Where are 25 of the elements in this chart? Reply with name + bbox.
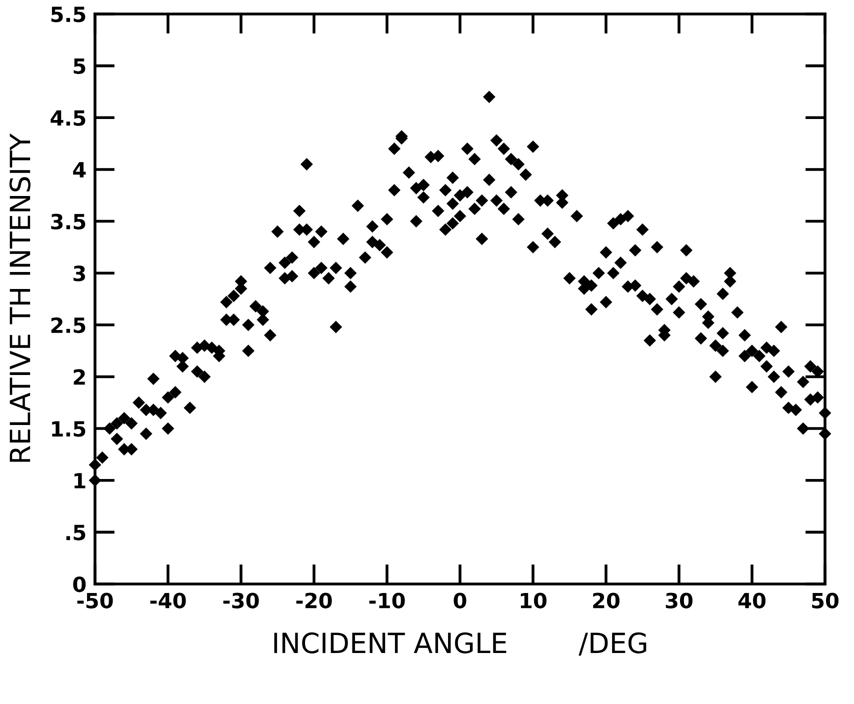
y-tick-label: .5 [66, 524, 86, 540]
y-tick-label: 1 [74, 473, 86, 488]
y-tick-label: 5 [74, 58, 86, 74]
y-tick-label: 1.5 [52, 421, 86, 437]
y-tick-label: 2.5 [51, 317, 86, 334]
x-axis-title: INCIDENT ANGLE /DEG [274, 632, 646, 656]
x-tick-label: -20 [296, 592, 332, 608]
x-tick-label: 40 [738, 592, 766, 608]
y-tick-label: 4 [73, 162, 86, 178]
y-tick-label: 4.5 [50, 110, 86, 126]
y-tick-label: 2 [74, 369, 85, 385]
x-tick-label: -50 [77, 592, 113, 608]
y-tick-label: 3 [74, 266, 86, 282]
y-tick-label: 0 [73, 576, 86, 592]
y-axis-title: RELATIVE TH INTENSITY [9, 133, 30, 462]
x-tick-label: 0 [454, 592, 466, 608]
y-tick-label: 5.5 [51, 6, 86, 22]
x-tick-label: -10 [369, 592, 405, 608]
x-tick-label: -40 [150, 592, 186, 608]
x-tick-label: -30 [223, 592, 259, 608]
x-tick-label: 10 [520, 592, 546, 608]
x-tick-label: 50 [812, 592, 838, 608]
x-tick-label: 30 [666, 592, 692, 608]
x-tick-label: 20 [593, 592, 620, 608]
y-tick-label: 3.5 [51, 214, 86, 230]
